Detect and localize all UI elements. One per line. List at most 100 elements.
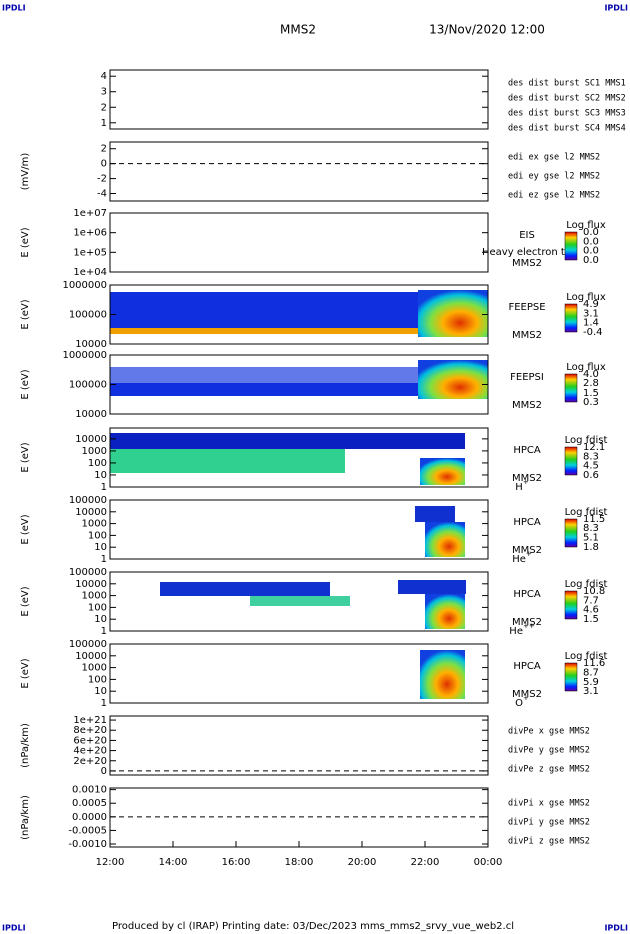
spectrogram-image: [425, 594, 465, 629]
instrument-label: MMS2: [512, 473, 542, 484]
species-base: He: [509, 626, 523, 637]
y-tick-label: 2e+20: [73, 756, 107, 767]
y-axis-label: E (eV): [20, 442, 31, 472]
y-axis-label: (nPa/km): [20, 795, 31, 840]
y-tick-label: 1e+04: [73, 267, 107, 278]
colorbar-tick-label: -0.4: [583, 327, 603, 338]
species-label: He++: [509, 622, 535, 637]
species-label: He+: [512, 550, 532, 565]
legend-entry: edi ey gse l2 MMS2: [508, 172, 600, 182]
y-tick-label: 10000: [75, 579, 107, 590]
legend-entry: des dist burst SC2 MMS2: [508, 94, 626, 104]
y-tick-label: 6e+20: [73, 735, 107, 746]
colorbar-tick-label: 7.7: [583, 595, 599, 606]
colorbar-tick-label: 12.1: [583, 442, 605, 453]
colorbar-tick-label: 2.8: [583, 378, 599, 389]
y-tick-label: 0.0010: [72, 785, 107, 796]
y-tick-label: 1: [101, 118, 107, 129]
spectrogram-image: [420, 458, 465, 485]
legend-entry: des dist burst SC4 MMS4: [508, 124, 626, 134]
colorbar-tick-label: 4.6: [583, 605, 599, 616]
y-tick-label: 10: [94, 614, 107, 625]
y-tick-label: 4: [101, 71, 107, 82]
date-title: 13/Nov/2020 12:00: [429, 23, 545, 37]
spectrogram-image: [110, 292, 420, 329]
legend-entry: divPe z gse MMS2: [508, 765, 590, 775]
y-tick-label: 10: [94, 542, 107, 553]
x-tick-label: 12:00: [96, 857, 125, 868]
y-tick-label: 100000: [69, 495, 107, 506]
species-charge: +: [526, 550, 532, 558]
y-tick-label: 100000: [69, 380, 107, 391]
y-tick-label: 10000: [75, 507, 107, 518]
instrument-label: MMS2: [512, 617, 542, 628]
spectrogram-image: [418, 290, 488, 337]
y-tick-label: -4: [97, 189, 107, 200]
y-tick-label: 1: [101, 698, 107, 709]
colorbar-title: Log flux: [566, 220, 606, 231]
colorbar-tick-label: 1.8: [583, 542, 599, 553]
instrument-label: MMS2: [512, 689, 542, 700]
colorbar-tick-label: 10.8: [583, 586, 605, 597]
species-base: O: [515, 698, 523, 709]
corner-label: IPDLI: [604, 4, 628, 13]
instrument-label: HPCA: [513, 517, 541, 528]
colorbar: [564, 590, 578, 620]
y-tick-label: 100000: [69, 639, 107, 650]
species-base: He: [512, 554, 526, 565]
y-tick-label: 1000000: [62, 350, 107, 361]
y-tick-label: 1: [101, 554, 107, 565]
instrument-label: HPCA: [513, 661, 541, 672]
footer: Produced by cl (IRAP) Printing date: 03/…: [112, 921, 514, 932]
panel-frame: [109, 141, 489, 202]
legend-entry: divPe y gse MMS2: [508, 746, 590, 756]
legend-entry: des dist burst SC3 MMS3: [508, 109, 626, 119]
colorbar: [564, 303, 578, 333]
spectrogram-image: [420, 650, 465, 699]
x-tick-label: 22:00: [411, 857, 440, 868]
colorbar: [564, 373, 578, 403]
colorbar-title: Log fdist: [565, 579, 608, 590]
x-tick-label: 16:00: [222, 857, 251, 868]
instrument-label: HPCA: [513, 589, 541, 600]
colorbar-tick-label: 1.5: [583, 614, 599, 625]
corner-label: IPDLI: [2, 924, 26, 933]
spectrogram-image: [110, 383, 420, 396]
y-tick-label: 10000: [75, 409, 107, 420]
colorbar-tick-label: 5.9: [583, 677, 599, 688]
colorbar-tick-label: 0.0: [583, 236, 599, 247]
y-tick-label: 10000: [75, 434, 107, 445]
x-tick-label: 18:00: [285, 857, 314, 868]
instrument-label: FEEPSI: [510, 372, 544, 383]
spectrogram-image: [110, 328, 420, 334]
y-tick-label: 0.0005: [72, 798, 107, 809]
spacecraft-title: MMS2: [280, 23, 316, 37]
panel-frame: [109, 69, 489, 130]
y-axis-label: E (eV): [20, 369, 31, 399]
y-tick-label: 1000000: [62, 280, 107, 291]
y-tick-label: 100: [88, 602, 107, 613]
colorbar-tick-label: 8.7: [583, 668, 599, 679]
panel-frame: [109, 787, 489, 848]
instrument-label: MMS2: [512, 330, 542, 341]
panel-frame: [109, 212, 489, 273]
y-tick-label: 1000: [82, 446, 107, 457]
species-charge: ++: [523, 622, 535, 630]
y-axis-label: E (eV): [20, 514, 31, 544]
y-tick-label: 1e+06: [73, 228, 107, 239]
colorbar-tick-label: 3.1: [583, 686, 599, 697]
spectrogram-image: [160, 582, 330, 596]
species-base: H: [515, 482, 523, 493]
panel-frame: [109, 427, 489, 488]
instrument-label: MMS2: [512, 258, 542, 269]
y-tick-label: 1e+21: [73, 715, 107, 726]
panel-frame: [109, 715, 489, 776]
y-tick-label: 10000: [75, 339, 107, 350]
legend-entry: divPi x gse MMS2: [508, 799, 590, 809]
y-tick-label: 100: [88, 674, 107, 685]
y-tick-label: 1e+07: [73, 208, 107, 219]
y-tick-label: 1000: [82, 519, 107, 530]
colorbar-tick-label: 3.1: [583, 309, 599, 320]
colorbar-title: Log fdist: [565, 507, 608, 518]
colorbar-tick-label: 8.3: [583, 451, 599, 462]
